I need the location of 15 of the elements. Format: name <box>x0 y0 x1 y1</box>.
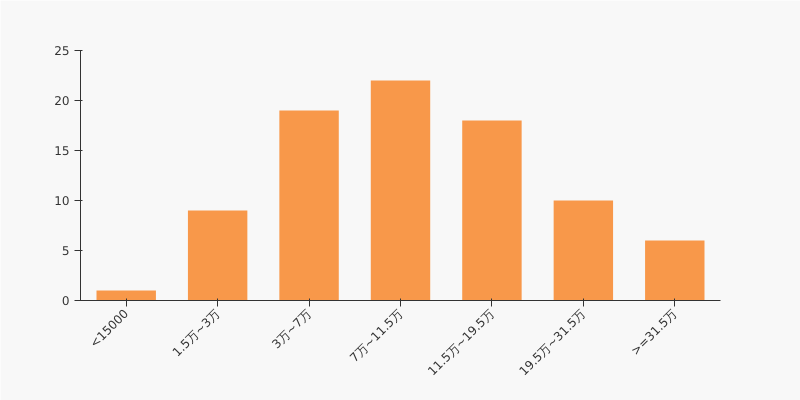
bar <box>188 210 248 300</box>
y-tick-label: 15 <box>54 144 70 158</box>
bar <box>554 200 614 300</box>
y-tick-label: 0 <box>62 294 70 308</box>
y-tick-label: 25 <box>54 44 70 58</box>
y-tick-label: 10 <box>54 194 70 208</box>
bar <box>462 120 522 300</box>
bar <box>279 110 339 300</box>
x-tick-label: 1.5万~3万 <box>170 306 223 360</box>
x-tick-label: 3万~7万 <box>269 306 314 352</box>
bar <box>645 240 704 300</box>
bar <box>96 290 156 300</box>
bar <box>370 80 430 300</box>
y-tick-label: 20 <box>54 94 70 108</box>
y-tick-label: 5 <box>62 244 70 258</box>
